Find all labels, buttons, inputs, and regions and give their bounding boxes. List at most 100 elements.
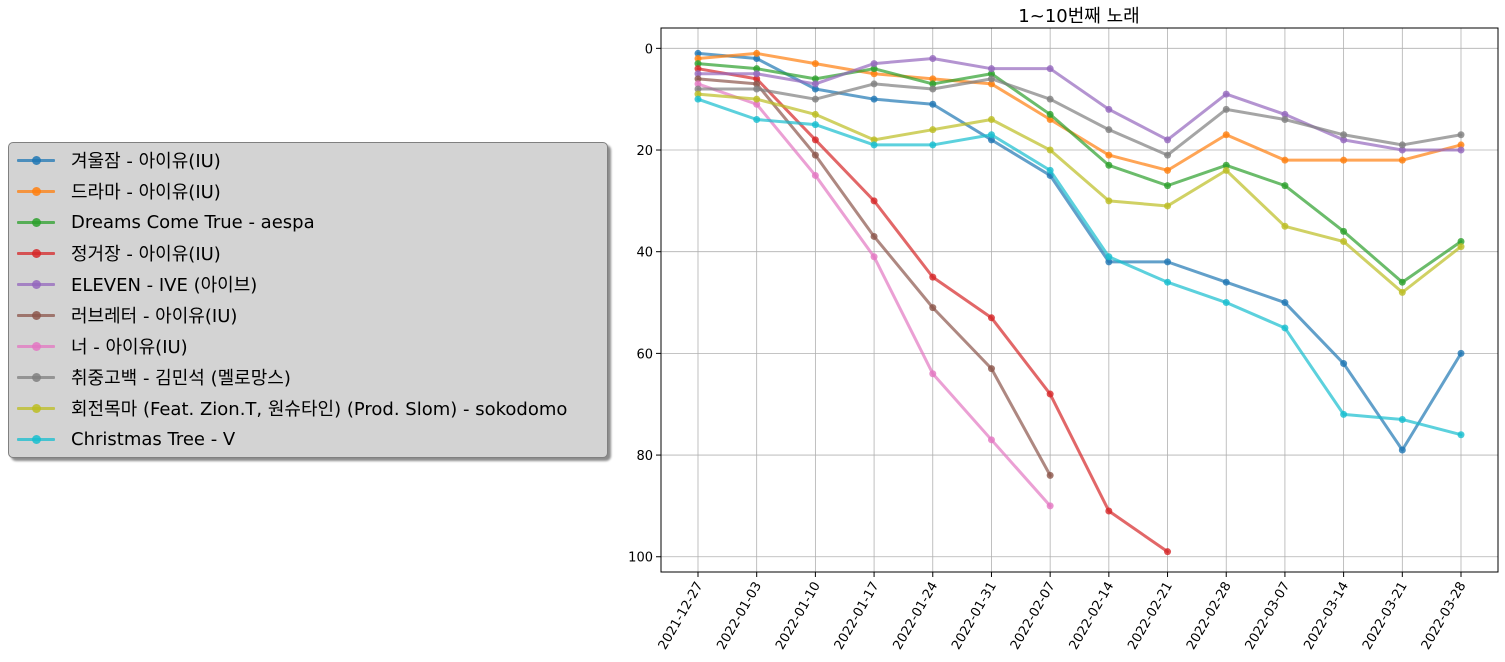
data-point-series-9: [811, 110, 819, 118]
data-point-series-2: [1340, 156, 1348, 164]
data-point-series-10: [1105, 253, 1113, 261]
legend-item: 취중고백 - 김민석 (멜로망스): [9, 363, 291, 391]
data-point-series-2: [753, 49, 761, 57]
data-point-series-9: [1164, 202, 1172, 210]
data-point-series-8: [929, 85, 937, 93]
legend-item: 너 - 아이유(IU): [9, 332, 188, 360]
x-tick-label: 2022-01-03: [714, 580, 765, 653]
data-point-series-6: [753, 80, 761, 88]
legend-item: ELEVEN - IVE (아이브): [9, 270, 257, 298]
data-point-series-9: [1340, 238, 1348, 246]
data-point-series-2: [1281, 156, 1289, 164]
y-tick-label: 100: [628, 551, 653, 566]
data-point-series-3: [1046, 110, 1054, 118]
data-point-series-2: [870, 70, 878, 78]
data-point-series-1: [870, 95, 878, 103]
legend-item: 겨울잠 - 아이유(IU): [9, 146, 221, 174]
data-point-series-3: [811, 75, 819, 83]
data-point-series-5: [694, 70, 702, 78]
data-point-series-10: [1164, 278, 1172, 286]
data-point-series-10: [1398, 415, 1406, 423]
data-point-series-2: [1457, 141, 1465, 149]
data-point-series-7: [811, 171, 819, 179]
y-tick-label: 20: [636, 144, 653, 159]
data-point-series-9: [1281, 222, 1289, 230]
data-point-series-5: [1398, 146, 1406, 154]
plot-frame: [660, 27, 1499, 573]
data-point-series-1: [929, 100, 937, 108]
data-point-series-8: [1105, 126, 1113, 134]
data-point-series-6: [1046, 471, 1054, 479]
data-point-series-3: [1457, 238, 1465, 246]
data-point-series-6: [987, 365, 995, 373]
data-point-series-10: [1340, 410, 1348, 418]
legend-item: 드라마 - 아이유(IU): [9, 177, 221, 205]
legend-swatch: [15, 394, 57, 422]
data-point-series-4: [753, 75, 761, 83]
data-point-series-9: [1046, 146, 1054, 154]
data-point-series-7: [870, 253, 878, 261]
data-point-series-10: [811, 121, 819, 129]
data-point-series-7: [929, 370, 937, 378]
data-point-series-8: [1222, 105, 1230, 113]
series-line-10: [696, 97, 1463, 437]
legend-swatch: [15, 270, 57, 298]
x-tick-label: 2022-01-17: [832, 580, 883, 653]
legend-swatch: [15, 208, 57, 236]
data-point-series-5: [1164, 136, 1172, 144]
data-point-series-9: [870, 136, 878, 144]
legend-item: Dreams Come True - aespa: [9, 208, 315, 236]
data-point-series-7: [694, 80, 702, 88]
data-point-series-1: [1457, 349, 1465, 357]
x-tick-label: 2022-02-14: [1067, 580, 1118, 653]
data-point-series-5: [987, 65, 995, 73]
legend-swatch: [15, 239, 57, 267]
x-tick-label: 2022-03-21: [1360, 580, 1411, 653]
legend-label: Christmas Tree - V: [71, 428, 236, 450]
data-point-series-3: [1340, 227, 1348, 235]
legend-item: 러브레터 - 아이유(IU): [9, 301, 237, 329]
data-point-series-8: [1281, 116, 1289, 124]
data-point-series-5: [1457, 146, 1465, 154]
data-point-series-7: [987, 436, 995, 444]
data-point-series-3: [1164, 182, 1172, 190]
legend-label: Dreams Come True - aespa: [71, 211, 315, 233]
data-point-series-2: [1105, 151, 1113, 159]
y-tick-label: 60: [636, 347, 653, 362]
x-tick-label: 2021-12-27: [656, 580, 707, 653]
data-point-series-6: [870, 232, 878, 240]
data-point-series-4: [1046, 390, 1054, 398]
data-point-series-10: [1281, 324, 1289, 332]
data-point-series-3: [753, 65, 761, 73]
data-point-series-3: [1398, 278, 1406, 286]
legend-label: 겨울잠 - 아이유(IU): [71, 151, 221, 172]
x-tick-label: 2022-03-14: [1301, 580, 1352, 653]
series-line-2: [696, 51, 1463, 172]
legend-label: 너 - 아이유(IU): [71, 337, 188, 358]
data-point-series-4: [811, 136, 819, 144]
data-point-series-4: [694, 65, 702, 73]
data-point-series-8: [1398, 141, 1406, 149]
data-point-series-9: [929, 126, 937, 134]
data-point-series-4: [929, 273, 937, 281]
data-point-series-1: [694, 49, 702, 57]
data-point-series-5: [929, 55, 937, 63]
legend-swatch: [15, 177, 57, 205]
data-point-series-1: [1340, 360, 1348, 368]
y-tick-label: 40: [636, 246, 653, 261]
data-point-series-9: [1222, 166, 1230, 174]
y-tick-label: 80: [636, 449, 653, 464]
series-line-5: [696, 57, 1463, 152]
data-point-series-1: [1164, 258, 1172, 266]
data-point-series-8: [753, 85, 761, 93]
data-point-series-1: [1222, 278, 1230, 286]
legend-swatch: [15, 301, 57, 329]
y-tick-label: 0: [645, 42, 653, 57]
data-point-series-9: [694, 90, 702, 98]
data-point-series-5: [1281, 110, 1289, 118]
data-point-series-3: [694, 60, 702, 68]
data-point-series-5: [870, 60, 878, 68]
data-point-series-8: [811, 95, 819, 103]
data-point-series-8: [870, 80, 878, 88]
x-tick-label: 2022-03-28: [1419, 580, 1470, 653]
